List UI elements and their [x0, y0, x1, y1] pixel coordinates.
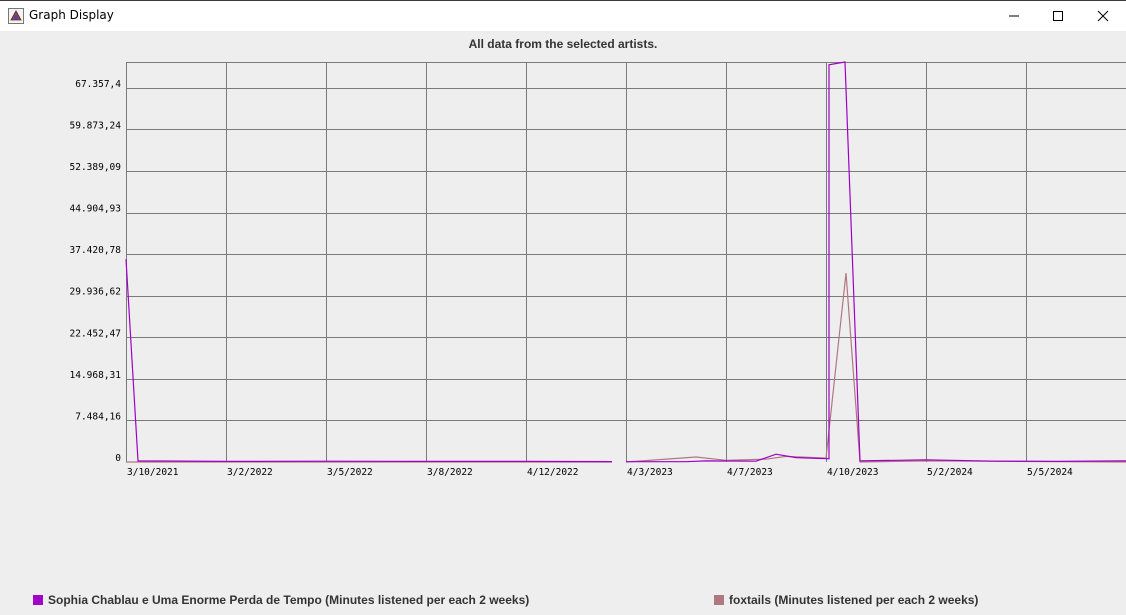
- window-title: Graph Display: [29, 8, 114, 22]
- x-tick-label: 5/2/2024: [927, 467, 973, 478]
- y-tick-label: 14.968,31: [70, 370, 122, 381]
- java-app-icon: [8, 8, 24, 24]
- series-lines: [125, 61, 1126, 463]
- legend-label-sophia-chablau: Sophia Chablau e Uma Enorme Perda de Tem…: [48, 593, 530, 607]
- series-line-0: [626, 61, 1126, 463]
- legend-swatch-sophia-chablau: [33, 595, 43, 605]
- x-tick-label: 3/10/2021: [127, 467, 179, 478]
- legend-item-sophia-chablau: Sophia Chablau e Uma Enorme Perda de Tem…: [33, 593, 529, 609]
- x-tick-label: 4/10/2023: [827, 467, 878, 478]
- x-tick-label: 3/8/2022: [427, 467, 473, 478]
- window-titlebar: Graph Display: [0, 0, 1126, 31]
- minimize-button[interactable]: [991, 1, 1037, 31]
- x-tick-label: 4/3/2023: [627, 467, 673, 478]
- x-tick-label: 3/5/2022: [327, 467, 373, 478]
- x-axis-tick-labels: 3/10/2021 3/2/2022 3/5/2022 3/8/2022 4/12/20…: [127, 467, 1073, 478]
- x-tick-label: 4/7/2023: [727, 467, 773, 478]
- chart-title: All data from the selected artists.: [468, 37, 658, 51]
- y-tick-label: 22.452,47: [70, 328, 121, 339]
- maximize-icon: [1053, 11, 1063, 21]
- y-axis-tick-labels: 0 7.484,16 14.968,31 22.452,47 29.936,62 37.4…: [70, 79, 122, 464]
- y-tick-label: 44.904,93: [70, 204, 121, 215]
- y-tick-label: 67.357,4: [75, 79, 121, 90]
- grid-lines: [126, 62, 1126, 462]
- legend-item-foxtails: foxtails (Minutes listened per each 2 we…: [714, 593, 978, 609]
- x-tick-label: 3/2/2022: [227, 467, 273, 478]
- y-tick-label: 29.936,62: [70, 287, 121, 298]
- close-icon: [1097, 10, 1109, 22]
- legend-label-foxtails: foxtails (Minutes listened per each 2 we…: [729, 593, 979, 607]
- y-tick-label: 0: [115, 453, 121, 464]
- y-tick-label: 7.484,16: [75, 411, 121, 422]
- y-tick-label: 37.420,78: [70, 245, 122, 256]
- maximize-button[interactable]: [1035, 1, 1081, 31]
- close-button[interactable]: [1080, 1, 1126, 31]
- series-line-0: [125, 259, 613, 463]
- y-tick-label: 59.873,24: [70, 120, 122, 131]
- y-tick-label: 52.389,09: [70, 162, 122, 173]
- legend-swatch-foxtails: [714, 595, 724, 605]
- series-line-1: [625, 273, 1126, 463]
- x-tick-label: 5/5/2024: [1027, 467, 1073, 478]
- minimize-icon: [1009, 15, 1019, 17]
- x-tick-label: 4/12/2022: [527, 467, 578, 478]
